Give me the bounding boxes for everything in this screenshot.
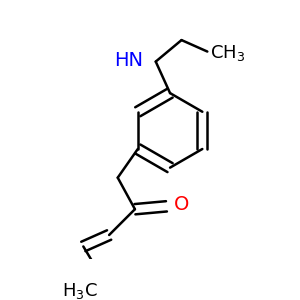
Text: H$_3$C: H$_3$C <box>62 281 98 300</box>
Text: O: O <box>174 195 189 214</box>
Text: CH$_3$: CH$_3$ <box>210 43 245 63</box>
Text: HN: HN <box>114 51 143 70</box>
